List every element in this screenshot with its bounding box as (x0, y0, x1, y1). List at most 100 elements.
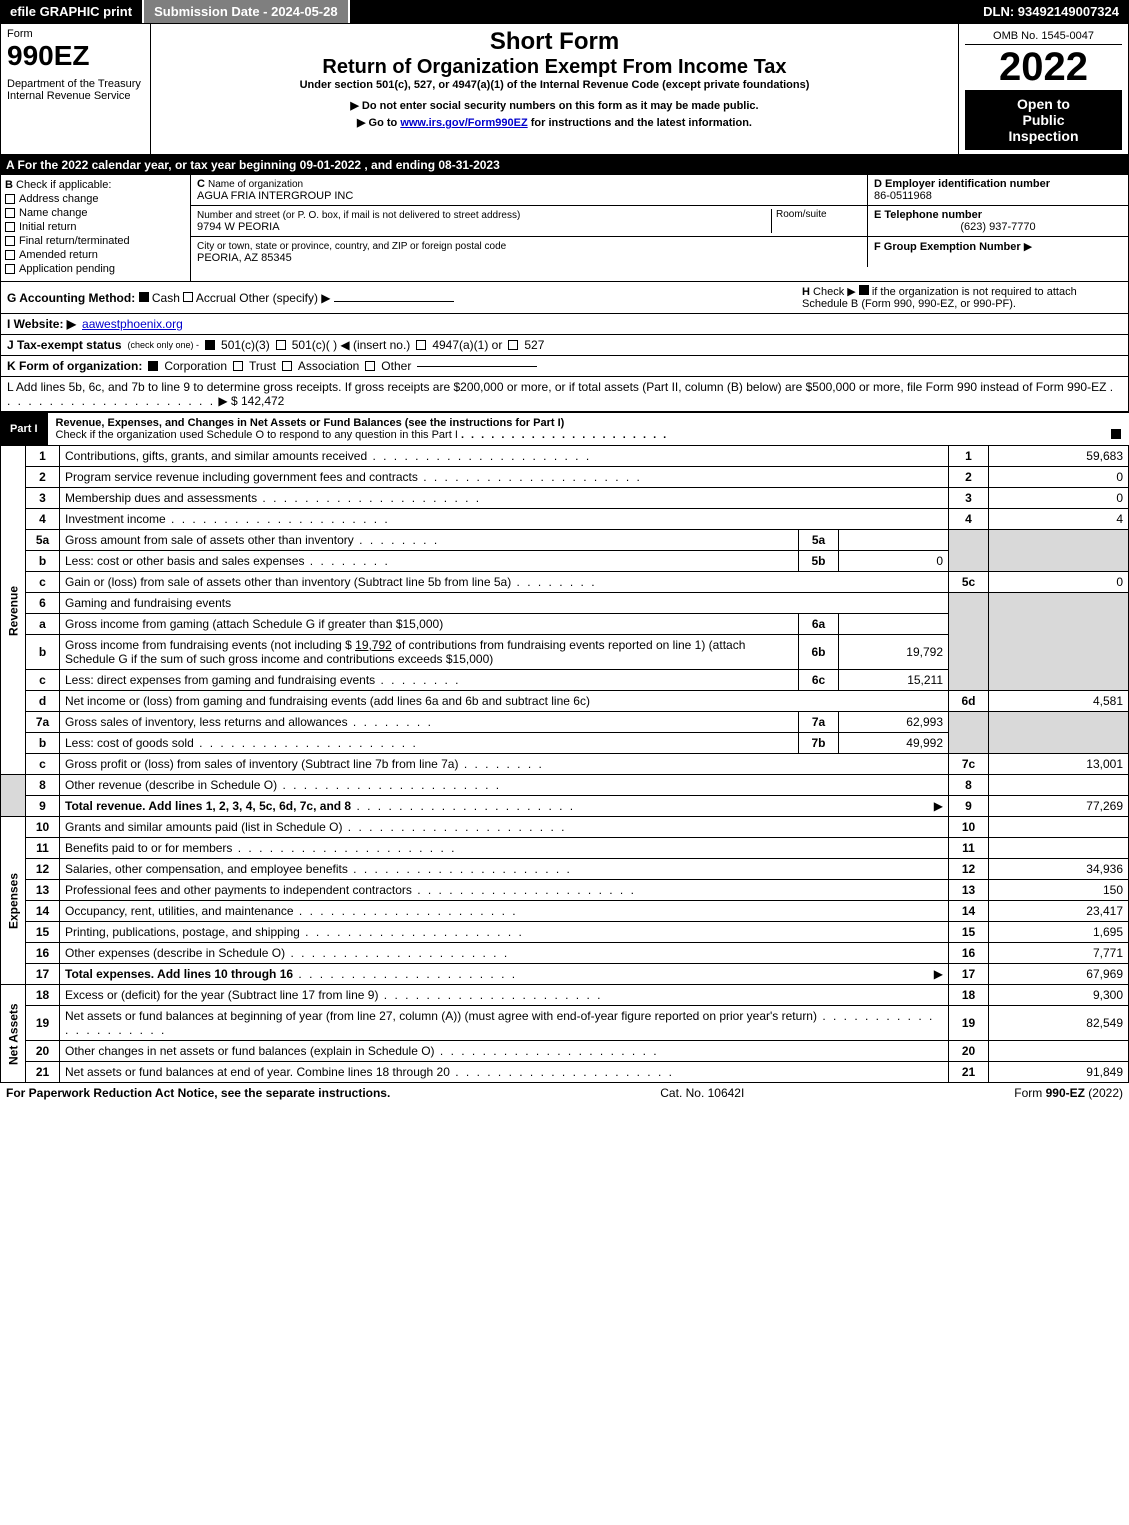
cb-accrual[interactable] (183, 292, 193, 302)
cb-label-3: Final return/terminated (19, 235, 130, 247)
table-row: 16Other expenses (describe in Schedule O… (1, 943, 1129, 964)
cb-501c[interactable] (276, 340, 286, 350)
cb-label-4: Amended return (19, 249, 98, 261)
cb-application-pending[interactable] (5, 264, 15, 274)
part1-title-text: Revenue, Expenses, and Changes in Net As… (56, 417, 565, 429)
part1-title: Revenue, Expenses, and Changes in Net As… (48, 412, 1129, 445)
line-desc: Contributions, gifts, grants, and simila… (65, 449, 367, 463)
table-row: Expenses 10Grants and similar amounts pa… (1, 817, 1129, 838)
inspection-3: Inspection (971, 128, 1116, 144)
table-row: cGain or (loss) from sale of assets othe… (1, 572, 1129, 593)
website-link[interactable]: aawestphoenix.org (82, 317, 183, 331)
table-row: 3Membership dues and assessments30 (1, 488, 1129, 509)
table-row: 17Total expenses. Add lines 10 through 1… (1, 964, 1129, 985)
k-opt1: Trust (249, 359, 276, 373)
k-opt3: Other (381, 359, 411, 373)
j-sub: (check only one) - (128, 340, 200, 350)
table-row: Net Assets 18Excess or (deficit) for the… (1, 985, 1129, 1006)
table-row: Revenue 1Contributions, gifts, grants, a… (1, 446, 1129, 467)
cb-other-org[interactable] (365, 361, 375, 371)
form-label: Form (7, 28, 144, 40)
table-row: 9Total revenue. Add lines 1, 2, 3, 4, 5c… (1, 796, 1129, 817)
cb-sched-o[interactable] (1111, 429, 1121, 439)
table-row: cGross profit or (loss) from sales of in… (1, 754, 1129, 775)
row-a: A For the 2022 calendar year, or tax yea… (0, 155, 1129, 175)
col-cde: C Name of organization AGUA FRIA INTERGR… (191, 175, 1128, 281)
table-row: dNet income or (loss) from gaming and fu… (1, 691, 1129, 712)
part1-header: Part I Revenue, Expenses, and Changes in… (0, 412, 1129, 445)
cb-trust[interactable] (233, 361, 243, 371)
cb-name-change[interactable] (5, 208, 15, 218)
row-g-h: G Accounting Method: Cash Accrual Other … (0, 282, 1129, 314)
col-b: B Check if applicable: Address change Na… (1, 175, 191, 281)
netassets-label: Net Assets (1, 985, 26, 1083)
row-i: I Website: ▶ aawestphoenix.org (0, 314, 1129, 335)
efile-print[interactable]: efile GRAPHIC print (0, 0, 144, 23)
dept: Department of the Treasury (7, 78, 144, 90)
cb-501c3[interactable] (205, 340, 215, 350)
part1-check: Check if the organization used Schedule … (56, 429, 458, 441)
col-d: D Employer identification number 86-0511… (868, 175, 1128, 205)
e-label: E Telephone number (874, 209, 982, 221)
cb-h[interactable] (859, 285, 869, 295)
table-row: 2Program service revenue including gover… (1, 467, 1129, 488)
cb-4947[interactable] (416, 340, 426, 350)
note-ssn: ▶ Do not enter social security numbers o… (157, 99, 952, 112)
city: PEORIA, AZ 85345 (197, 252, 292, 264)
footer-right: Form 990-EZ (2022) (1014, 1086, 1123, 1100)
l-val: 142,472 (241, 394, 284, 408)
return-title: Return of Organization Exempt From Incom… (157, 56, 952, 79)
cb-label-5: Application pending (19, 263, 115, 275)
g-cash: Cash (152, 291, 180, 305)
irs-link[interactable]: www.irs.gov/Form990EZ (400, 117, 527, 129)
section-b: B Check if applicable: Address change Na… (0, 175, 1129, 282)
g-other: Other (specify) ▶ (239, 291, 330, 305)
part1-label: Part I (0, 419, 48, 439)
f-label: F Group Exemption Number (874, 241, 1021, 253)
j-opt2: 501(c)( ) ◀ (insert no.) (292, 338, 411, 352)
row-k: K Form of organization: Corporation Trus… (0, 356, 1129, 377)
cb-corp[interactable] (148, 361, 158, 371)
cb-initial-return[interactable] (5, 222, 15, 232)
ein: 86-0511968 (874, 190, 932, 202)
h-text1: Check ▶ (813, 286, 856, 298)
short-form-title: Short Form (157, 28, 952, 56)
k-opt0: Corporation (164, 359, 227, 373)
cb-final-return[interactable] (5, 236, 15, 246)
b-label: B (5, 179, 13, 191)
cb-address-change[interactable] (5, 194, 15, 204)
under-section: Under section 501(c), 527, or 4947(a)(1)… (157, 79, 952, 91)
submission-date: Submission Date - 2024-05-28 (144, 0, 350, 23)
header-center: Short Form Return of Organization Exempt… (151, 24, 958, 154)
l-arrow: ▶ $ (218, 394, 237, 408)
line-rval: 59,683 (989, 446, 1129, 467)
note-goto-post: for instructions and the latest informat… (528, 117, 752, 129)
c-label: C (197, 178, 205, 190)
cb-527[interactable] (508, 340, 518, 350)
footer: For Paperwork Reduction Act Notice, see … (0, 1083, 1129, 1103)
h-label: H (802, 286, 810, 298)
j-opt3: 4947(a)(1) or (432, 338, 502, 352)
f-arrow: ▶ (1024, 241, 1032, 253)
g-label: G Accounting Method: (7, 291, 135, 305)
col-e: E Telephone number (623) 937-7770 (868, 206, 1128, 236)
col-c-city: City or town, state or province, country… (191, 237, 868, 267)
col-c-name: C Name of organization AGUA FRIA INTERGR… (191, 175, 868, 205)
g-other-input[interactable] (334, 301, 454, 302)
cb-cash[interactable] (139, 292, 149, 302)
cb-amended-return[interactable] (5, 250, 15, 260)
k-opt2: Association (298, 359, 359, 373)
table-row: 12Salaries, other compensation, and empl… (1, 859, 1129, 880)
l-text: L Add lines 5b, 6c, and 7b to line 9 to … (7, 380, 1106, 394)
table-row: 21Net assets or fund balances at end of … (1, 1062, 1129, 1083)
header-left: Form 990EZ Department of the Treasury In… (1, 24, 151, 154)
cb-assoc[interactable] (282, 361, 292, 371)
table-row: 13Professional fees and other payments t… (1, 880, 1129, 901)
row-l: L Add lines 5b, 6c, and 7b to line 9 to … (0, 377, 1129, 412)
phone: (623) 937-7770 (874, 221, 1122, 233)
k-label: K Form of organization: (7, 359, 142, 373)
form-number: 990EZ (7, 40, 144, 72)
row-j: J Tax-exempt status (check only one) - 5… (0, 335, 1129, 356)
k-other-input[interactable] (417, 366, 537, 367)
d-label: D Employer identification number (874, 178, 1050, 190)
